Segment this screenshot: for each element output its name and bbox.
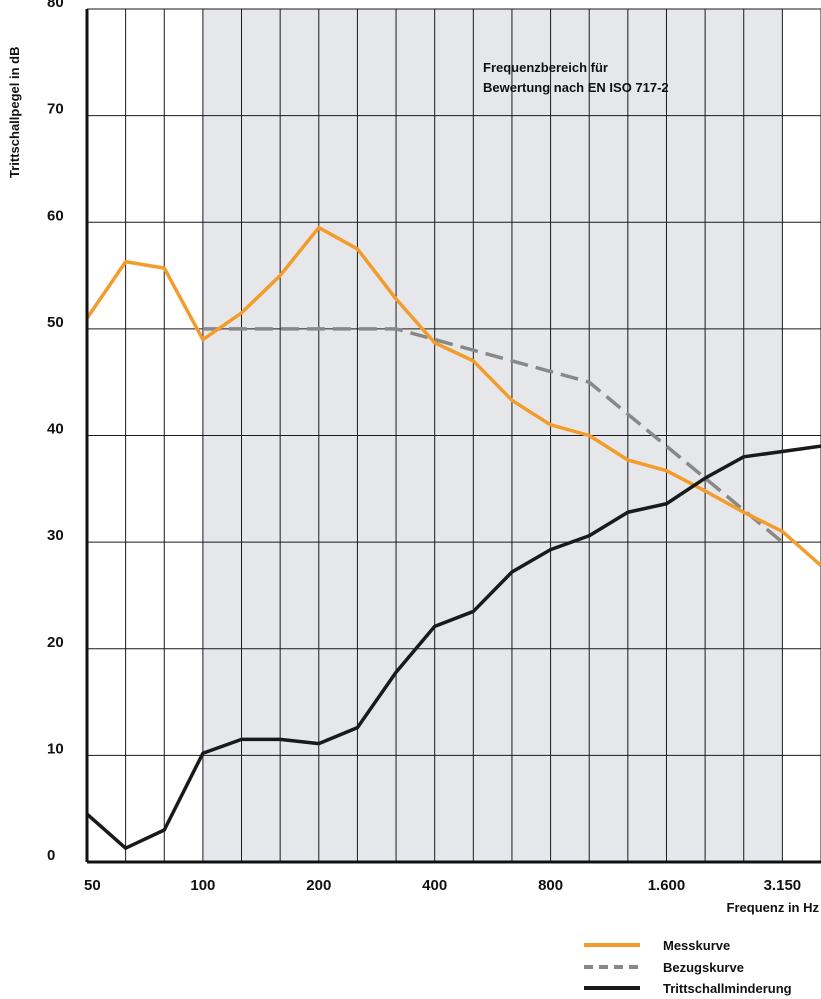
legend-label-trittschallminderung: Trittschallminderung [663, 981, 792, 996]
y-tick-label: 10 [47, 740, 64, 757]
x-tick-label: 50 [84, 877, 101, 894]
y-tick-label: 20 [47, 634, 64, 651]
legend-label-messkurve: Messkurve [663, 938, 730, 953]
x-tick-label: 3.150 [764, 877, 802, 894]
x-tick-labels: 50 100 200 400 800 1.600 3.150 [84, 877, 801, 894]
y-tick-label: 30 [47, 527, 64, 544]
y-tick-label: 60 [47, 207, 64, 224]
axes [85, 9, 821, 864]
y-tick-label: 40 [47, 421, 64, 438]
series-line-trittschallminderung [85, 444, 821, 850]
y-tick-label: 0 [47, 847, 55, 864]
y-tick-label: 50 [47, 314, 64, 331]
series-line-messkurve [85, 225, 821, 567]
y-tick-labels: 0 10 20 30 40 50 60 70 80 [47, 0, 64, 864]
x-tick-label: 1.600 [648, 877, 686, 894]
series-lines [85, 225, 821, 850]
x-tick-label: 800 [538, 877, 563, 894]
annotation-line-2: Bewertung nach EN ISO 717-2 [483, 80, 669, 95]
x-tick-label: 400 [422, 877, 447, 894]
y-tick-label: 70 [47, 101, 64, 118]
legend: Messkurve Bezugskurve Trittschallminderu… [584, 938, 792, 996]
series-line-bezugskurve [202, 327, 784, 544]
y-axis-label: Trittschallpegel in dB [7, 47, 22, 178]
y-tick-label: 80 [47, 0, 64, 11]
x-tick-label: 100 [190, 877, 215, 894]
grid [87, 8, 821, 862]
legend-label-bezugskurve: Bezugskurve [663, 960, 744, 975]
annotation-line-1: Frequenzbereich für [483, 60, 608, 75]
x-axis-label: Frequenz in Hz [727, 900, 820, 915]
x-tick-label: 200 [306, 877, 331, 894]
